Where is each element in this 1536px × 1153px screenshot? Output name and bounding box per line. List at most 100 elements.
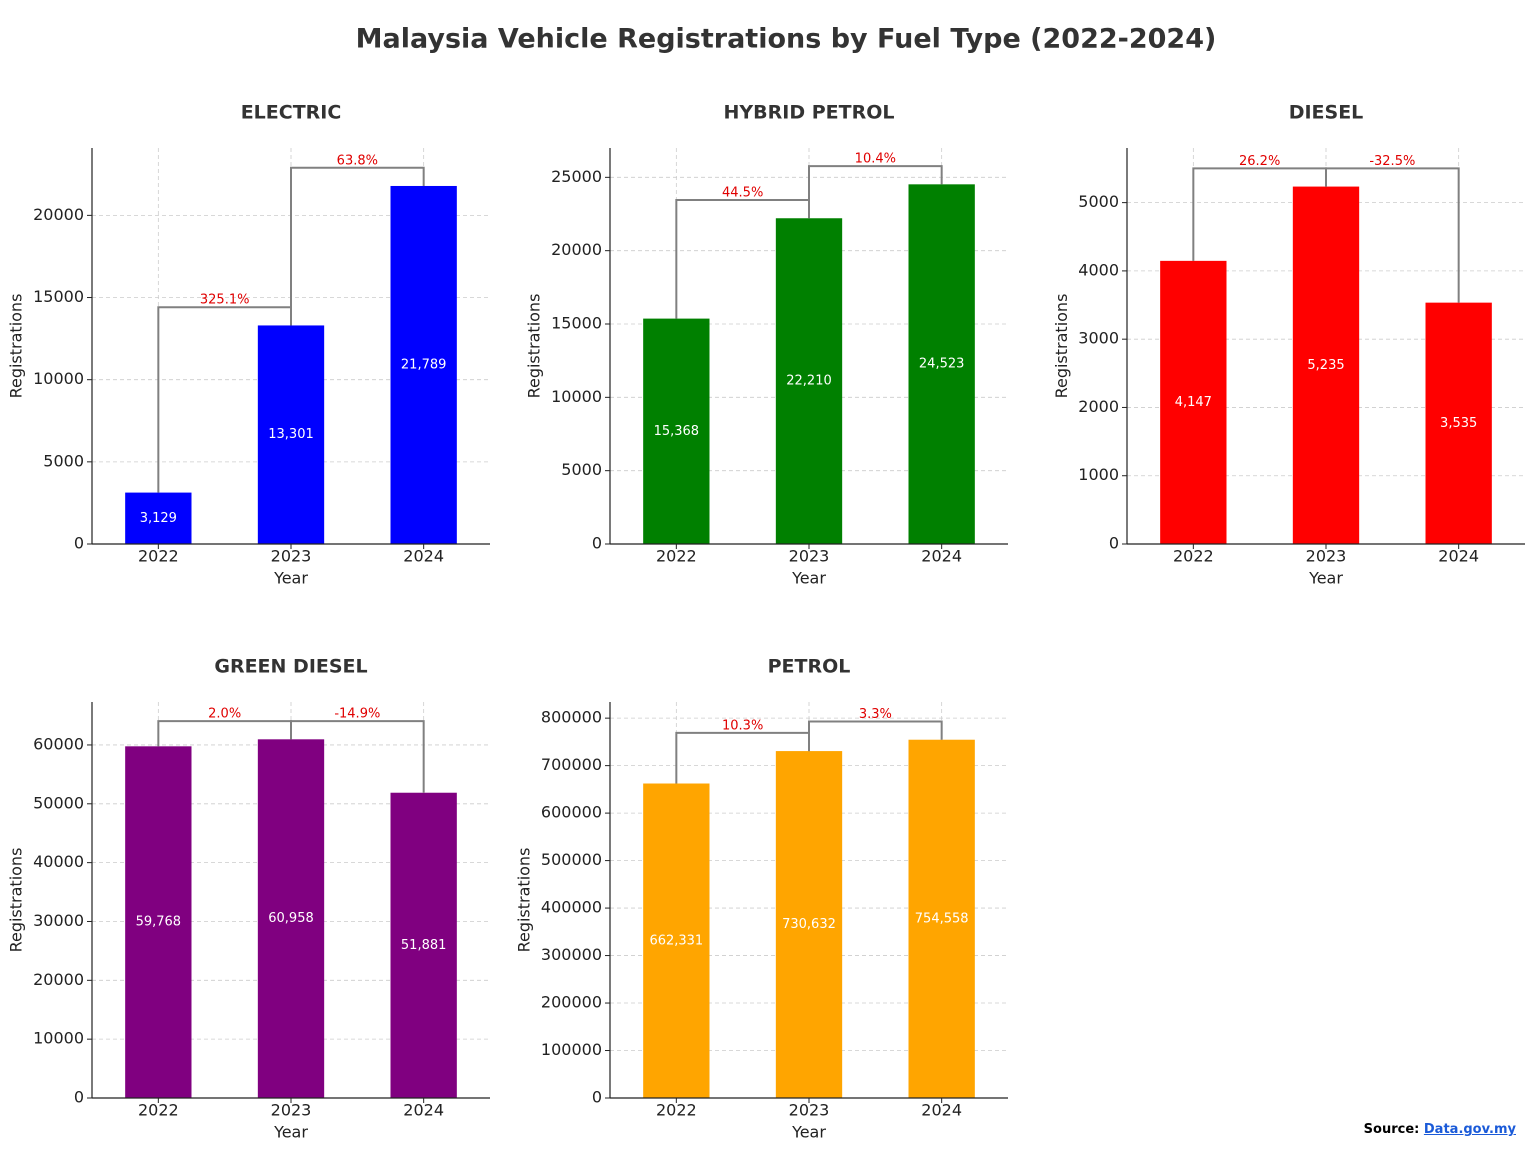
x-tick-label: 2024 [403,547,444,566]
bar [390,185,457,545]
subplot-title: ELECTRIC [241,102,342,124]
change-label: 3.3% [859,707,892,722]
y-axis-label: Registrations [7,294,26,399]
change-label: -32.5% [1369,154,1415,169]
x-axis-label: Year [273,569,308,588]
bar [1425,302,1492,544]
subplot-title: GREEN DIESEL [214,656,367,678]
x-tick-label: 2024 [403,1101,444,1120]
y-tick-label: 500000 [541,850,602,869]
value-label: 4,147 [1175,395,1212,410]
bar [775,751,843,1098]
y-tick-label: 20000 [33,205,84,224]
y-axis-label: Registrations [1052,294,1071,399]
change-label: 325.1% [200,293,250,308]
x-axis-label: Year [791,1123,826,1142]
y-tick-label: 5000 [43,451,84,470]
y-tick-label: 600000 [541,803,602,822]
bar [643,783,710,1098]
x-tick-label: 2024 [921,547,962,566]
change-label: 26.2% [1239,154,1280,169]
value-label: 60,958 [268,911,314,926]
y-axis-label: Registrations [514,848,533,953]
value-label: 730,632 [782,917,836,932]
y-tick-label: 1000 [1078,465,1119,484]
y-tick-label: 10000 [33,369,84,388]
change-label: 44.5% [722,186,763,201]
value-label: 3,129 [140,511,177,526]
value-label: 5,235 [1307,358,1344,373]
value-label: 13,301 [268,427,314,442]
y-tick-label: 60000 [33,734,84,753]
change-bracket [808,720,943,752]
value-label: 3,535 [1440,416,1477,431]
subplot-title: HYBRID PETROL [724,102,895,124]
change-bracket [290,720,425,793]
y-tick-label: 0 [592,534,602,553]
bar [125,492,192,544]
x-axis-label: Year [791,569,826,588]
x-axis-label: Year [1308,569,1343,588]
bar [908,184,975,544]
change-label: 10.3% [722,718,763,733]
y-tick-label: 0 [74,534,84,553]
source: Source: Data.gov.my [1364,1122,1516,1137]
x-tick-label: 2024 [921,1101,962,1120]
bar [390,792,457,1098]
x-tick-label: 2022 [656,1101,697,1120]
y-tick-label: 200000 [541,993,602,1012]
change-label: -14.9% [334,707,380,722]
x-tick-label: 2023 [1306,547,1347,566]
change-bracket [1325,167,1460,303]
y-tick-label: 10000 [551,387,602,406]
x-tick-label: 2023 [271,1101,312,1120]
y-tick-label: 5000 [561,460,602,479]
change-label: 63.8% [337,153,378,168]
bar [1160,260,1227,544]
y-tick-label: 400000 [541,898,602,917]
source-link[interactable]: Data.gov.my [1423,1122,1516,1137]
change-bracket [290,166,425,326]
x-tick-label: 2023 [789,547,830,566]
source-label: Source: [1363,1122,1420,1137]
value-label: 754,558 [915,911,969,926]
bar [775,218,843,544]
bar [908,739,975,1098]
y-tick-label: 800000 [541,708,602,727]
y-tick-label: 40000 [33,852,84,871]
y-tick-label: 30000 [33,911,84,930]
value-label: 51,881 [401,938,447,953]
value-label: 24,523 [919,357,965,372]
y-tick-label: 2000 [1078,397,1119,416]
y-tick-label: 0 [1109,534,1119,553]
x-tick-label: 2022 [1173,547,1214,566]
value-label: 59,768 [136,915,182,930]
subplot-title: PETROL [768,656,851,678]
bar [643,318,710,544]
bar [257,325,325,544]
x-tick-label: 2024 [1438,547,1479,566]
x-axis-label: Year [273,1123,308,1142]
y-tick-label: 700000 [541,755,602,774]
value-label: 662,331 [649,933,703,948]
y-tick-label: 20000 [33,970,84,989]
value-label: 22,210 [786,374,832,389]
bar [125,746,192,1098]
y-tick-label: 25000 [551,167,602,186]
value-label: 15,368 [654,424,700,439]
subplot-title: DIESEL [1289,102,1364,124]
x-tick-label: 2023 [789,1101,830,1120]
y-tick-label: 100000 [541,1040,602,1059]
y-axis-label: Registrations [7,848,26,953]
y-axis-label: Registrations [525,294,544,399]
y-tick-label: 15000 [551,314,602,333]
y-tick-label: 5000 [1078,192,1119,211]
change-bracket [808,165,943,219]
y-tick-label: 4000 [1078,260,1119,279]
x-tick-label: 2022 [138,547,179,566]
x-tick-label: 2023 [271,547,312,566]
x-tick-label: 2022 [138,1101,179,1120]
change-label: 2.0% [208,707,241,722]
value-label: 21,789 [401,357,447,372]
